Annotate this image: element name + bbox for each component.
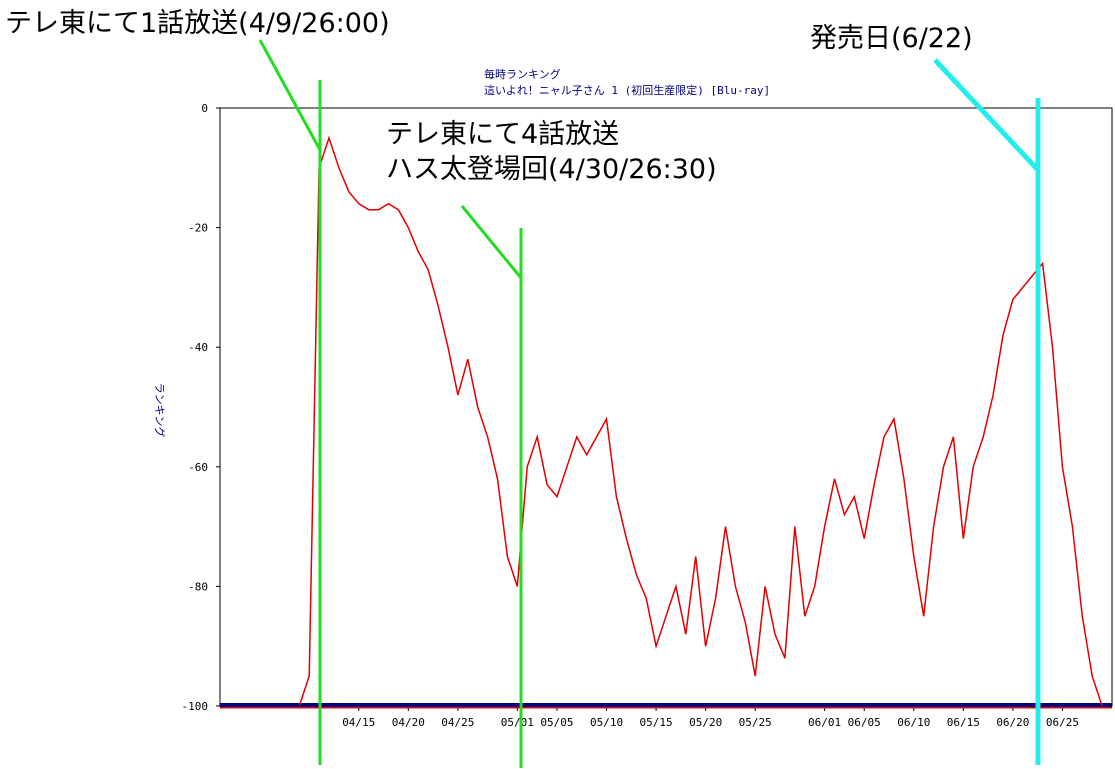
x-tick-label: 06/25 <box>1046 716 1079 729</box>
x-tick-label: 04/20 <box>392 716 425 729</box>
annotation: テレ東にて4話放送 <box>386 119 619 150</box>
x-tick-label: 06/10 <box>897 716 930 729</box>
chart-subtitle: 這いよれ！ニャル子さん 1 (初回生産限定) [Blu-ray] <box>484 83 770 97</box>
annotation-line <box>258 39 322 151</box>
x-tick-label: 06/01 <box>808 716 841 729</box>
x-tick-label: 06/20 <box>996 716 1029 729</box>
x-tick-label: 04/15 <box>342 716 375 729</box>
annotation: 発売日(6/22) <box>810 23 973 54</box>
annotation-line <box>460 205 523 279</box>
x-tick-label: 05/25 <box>739 716 772 729</box>
chart-title: 毎時ランキング <box>484 67 561 81</box>
x-tick-label: 04/25 <box>441 716 474 729</box>
x-tick-label: 06/05 <box>848 716 881 729</box>
annotation-line <box>933 58 1040 172</box>
y-tick-label: -40 <box>188 341 208 354</box>
annotation: テレ東にて1話放送(4/9/26:00) <box>5 8 390 39</box>
x-tick-label: 06/15 <box>947 716 980 729</box>
x-tick-label: 05/10 <box>590 716 623 729</box>
annotations: テレ東にて1話放送(4/9/26:00) テレ東にて4話放送 ハス太登場回(4/… <box>5 8 1041 768</box>
plot: 0 -20 -40 -60 -80 -100 04/15 04/20 04/25 05/01 05/… <box>182 102 1112 729</box>
y-tick-label: -80 <box>188 580 208 593</box>
x-tick-label: 05/05 <box>540 716 573 729</box>
data-line <box>298 135 1103 707</box>
y-tick-label: 0 <box>201 102 208 115</box>
x-tick-label: 05/01 <box>501 716 534 729</box>
x-tick-label: 05/15 <box>640 716 673 729</box>
y-tick-label: -60 <box>188 461 208 474</box>
y-tick-label: -20 <box>188 222 208 235</box>
x-tick-label: 05/20 <box>689 716 722 729</box>
y-tick-label: -100 <box>182 700 209 713</box>
annotation: ハス太登場回(4/30/26:30) <box>386 154 717 185</box>
y-axis-label: ランキング <box>153 383 167 438</box>
